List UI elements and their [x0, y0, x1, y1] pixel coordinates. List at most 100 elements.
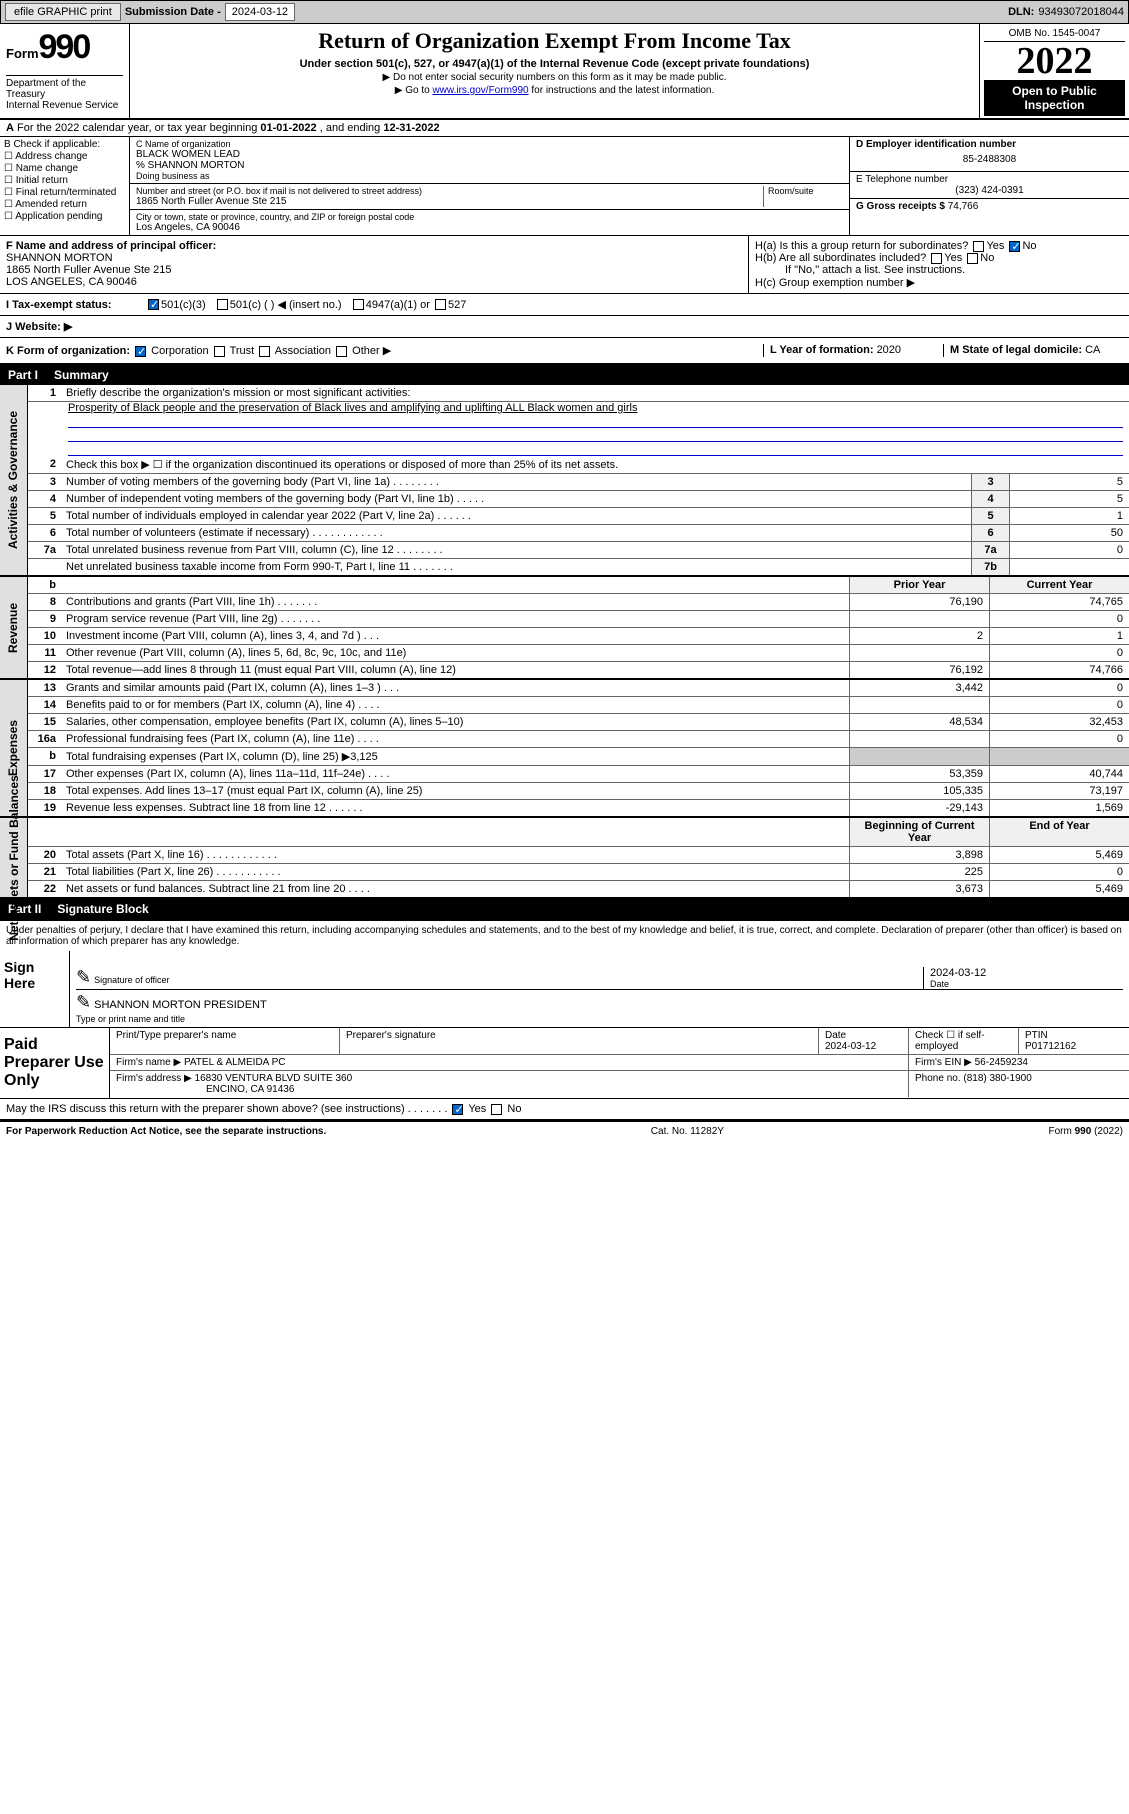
section-activities-governance: Activities & Governance 1Briefly describ… — [0, 385, 1129, 577]
firm-addr-label: Firm's address ▶ — [116, 1073, 195, 1084]
footer: For Paperwork Reduction Act Notice, see … — [0, 1121, 1129, 1141]
part1-title: Summary — [54, 368, 109, 382]
dln-label: DLN: — [1008, 6, 1034, 18]
hc-text: H(c) Group exemption number ▶ — [755, 276, 1123, 289]
firm-ein: 56-2459234 — [975, 1057, 1028, 1068]
footer-right: Form 990 (2022) — [1049, 1126, 1123, 1137]
instr-1: ▶ Do not enter social security numbers o… — [136, 72, 973, 83]
sig-name-title: SHANNON MORTON PRESIDENT — [94, 999, 267, 1011]
open-inspection: Open to Public Inspection — [984, 80, 1125, 116]
row-k: K Form of organization: Corporation Trus… — [0, 338, 1129, 365]
table-row: 8Contributions and grants (Part VIII, li… — [28, 594, 1129, 611]
opt-501c3: 501(c)(3) — [161, 299, 206, 311]
hb-no[interactable] — [967, 253, 978, 264]
side-exp: Expenses — [7, 720, 21, 776]
sig-officer-label: Signature of officer — [94, 975, 169, 985]
instr-2-pre: ▶ Go to — [395, 85, 433, 96]
block-bcdeg: B Check if applicable: ☐ Address change … — [0, 137, 1129, 236]
discuss-row: May the IRS discuss this return with the… — [0, 1099, 1129, 1121]
row-a: A For the 2022 calendar year, or tax yea… — [0, 120, 1129, 137]
part1-header: Part I Summary — [0, 365, 1129, 385]
table-row: 21Total liabilities (Part X, line 26) . … — [28, 864, 1129, 881]
side-rev: Revenue — [7, 602, 21, 652]
year-formation: 2020 — [877, 344, 901, 356]
org-name: BLACK WOMEN LEAD — [136, 149, 843, 160]
table-row: Net unrelated business taxable income fr… — [28, 559, 1129, 575]
table-row: 12Total revenue—add lines 8 through 11 (… — [28, 662, 1129, 678]
part2-header: Part II Signature Block — [0, 899, 1129, 919]
sig-date-label: Date — [930, 979, 1123, 989]
gross-label: G Gross receipts $ — [856, 201, 948, 212]
table-row: 14Benefits paid to or for members (Part … — [28, 697, 1129, 714]
discuss-text: May the IRS discuss this return with the… — [6, 1103, 447, 1115]
table-row: 9Program service revenue (Part VIII, lin… — [28, 611, 1129, 628]
side-ag: Activities & Governance — [7, 411, 21, 549]
side-na: Net Assets or Fund Balances — [7, 775, 21, 941]
phone: (323) 424-0391 — [856, 185, 1123, 196]
domicile: CA — [1085, 344, 1100, 356]
prep-date: 2024-03-12 — [825, 1041, 876, 1052]
phone-label: E Telephone number — [856, 174, 1123, 185]
cb-application-pending[interactable]: Application pending — [15, 211, 102, 222]
table-row: 19Revenue less expenses. Subtract line 1… — [28, 800, 1129, 816]
subdate-label: Submission Date - — [125, 6, 221, 18]
part2-title: Signature Block — [57, 902, 148, 916]
hdr-curr: Current Year — [989, 577, 1129, 593]
cb-address-change[interactable]: Address change — [15, 151, 87, 162]
street-addr: 1865 North Fuller Avenue Ste 215 — [136, 196, 763, 207]
cb-trust[interactable] — [214, 346, 225, 357]
paid-label: Paid Preparer Use Only — [0, 1028, 110, 1098]
discuss-yes[interactable] — [452, 1104, 463, 1115]
table-row: 13Grants and similar amounts paid (Part … — [28, 680, 1129, 697]
cb-corp[interactable] — [135, 346, 146, 357]
cb-other[interactable] — [336, 346, 347, 357]
instr-2-post: for instructions and the latest informat… — [529, 85, 715, 96]
efile-button[interactable]: efile GRAPHIC print — [5, 3, 121, 21]
sign-here-block: Sign Here ✎ Signature of officer 2024-03… — [0, 951, 1129, 1028]
hdr-end: End of Year — [989, 818, 1129, 846]
opt-527: 527 — [448, 299, 466, 311]
cb-name-change[interactable]: Name change — [16, 163, 78, 174]
ha-text: H(a) Is this a group return for subordin… — [755, 240, 968, 252]
ein: 85-2488308 — [856, 150, 1123, 169]
footer-left: For Paperwork Reduction Act Notice, see … — [6, 1126, 326, 1137]
firm-label: Firm's name ▶ — [116, 1057, 184, 1068]
table-row: bTotal fundraising expenses (Part IX, co… — [28, 748, 1129, 766]
firm-addr1: 16830 VENTURA BLVD SUITE 360 — [195, 1073, 353, 1084]
paid-preparer-block: Paid Preparer Use Only Print/Type prepar… — [0, 1028, 1129, 1099]
instr-link[interactable]: www.irs.gov/Form990 — [432, 85, 528, 96]
firm-phone-label: Phone no. — [915, 1073, 963, 1084]
table-row: 11Other revenue (Part VIII, column (A), … — [28, 645, 1129, 662]
table-row: 5Total number of individuals employed in… — [28, 508, 1129, 525]
prep-date-hdr: Date — [825, 1030, 846, 1041]
col-b-hdr: B Check if applicable: — [4, 139, 125, 150]
opt-501c: 501(c) ( ) ◀ (insert no.) — [230, 298, 342, 311]
table-row: 3Number of voting members of the governi… — [28, 474, 1129, 491]
dba-label: Doing business as — [136, 171, 843, 181]
hb-yes[interactable] — [931, 253, 942, 264]
table-row: 17Other expenses (Part IX, column (A), l… — [28, 766, 1129, 783]
ha-no[interactable] — [1009, 241, 1020, 252]
cb-501c3[interactable] — [148, 299, 159, 310]
cb-4947[interactable] — [353, 299, 364, 310]
gross-val: 74,766 — [948, 201, 979, 212]
ha-yes[interactable] — [973, 241, 984, 252]
form-number: 990 — [39, 28, 90, 66]
addr-label: Number and street (or P.O. box if mail i… — [136, 186, 763, 196]
col-de: D Employer identification number 85-2488… — [849, 137, 1129, 235]
section-expenses: Expenses 13Grants and similar amounts pa… — [0, 680, 1129, 818]
sign-here-label: Sign Here — [0, 951, 70, 1027]
tax-year: 2022 — [984, 42, 1125, 80]
cb-527[interactable] — [435, 299, 446, 310]
tax-status-label: I Tax-exempt status: — [6, 299, 146, 311]
topbar: efile GRAPHIC print Submission Date - 20… — [0, 0, 1129, 24]
sig-date: 2024-03-12 — [930, 967, 1123, 979]
discuss-no[interactable] — [491, 1104, 502, 1115]
cb-assoc[interactable] — [259, 346, 270, 357]
cb-initial-return[interactable]: Initial return — [16, 175, 68, 186]
cb-final-return[interactable]: Final return/terminated — [16, 187, 117, 198]
form-subtitle: Under section 501(c), 527, or 4947(a)(1)… — [136, 58, 973, 70]
city-label: City or town, state or province, country… — [136, 212, 843, 222]
cb-501c[interactable] — [217, 299, 228, 310]
cb-amended[interactable]: Amended return — [15, 199, 87, 210]
